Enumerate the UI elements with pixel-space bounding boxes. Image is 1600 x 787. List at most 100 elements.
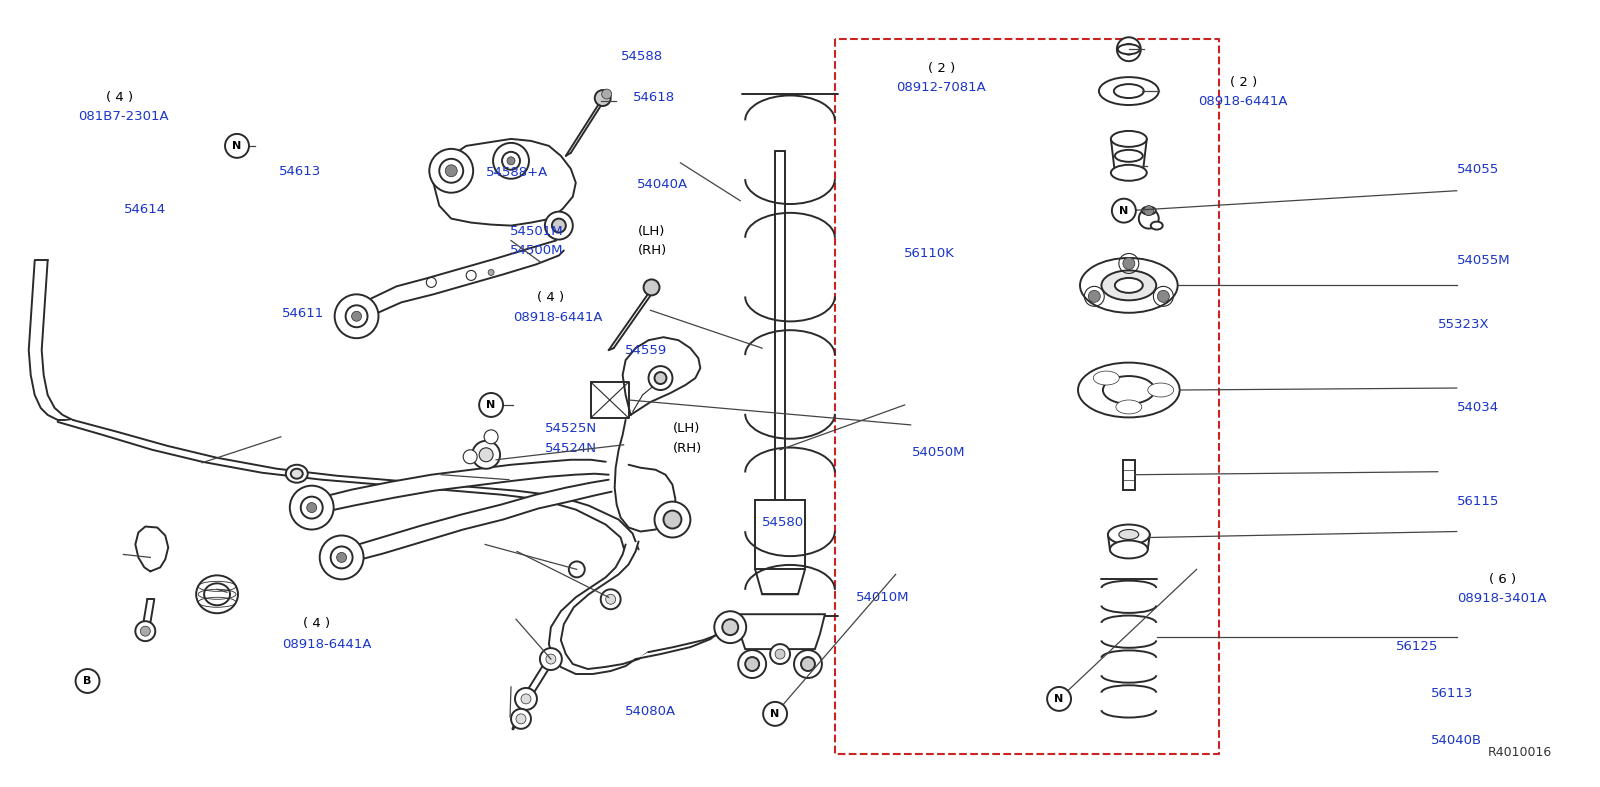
Text: 54055M: 54055M <box>1458 253 1510 267</box>
Circle shape <box>485 430 498 444</box>
Circle shape <box>502 152 520 170</box>
Polygon shape <box>736 614 826 649</box>
Text: 54614: 54614 <box>123 203 166 216</box>
Text: 08912-7081A: 08912-7081A <box>896 81 986 94</box>
Text: ( 4 ): ( 4 ) <box>538 291 565 305</box>
Polygon shape <box>549 541 648 674</box>
Circle shape <box>552 219 566 233</box>
Text: N: N <box>1120 205 1128 216</box>
Circle shape <box>141 626 150 636</box>
Circle shape <box>440 159 462 183</box>
Circle shape <box>307 503 317 512</box>
Text: 54613: 54613 <box>278 165 322 178</box>
Text: 54580: 54580 <box>762 516 803 530</box>
Circle shape <box>770 644 790 664</box>
Circle shape <box>802 657 814 671</box>
Ellipse shape <box>1102 376 1155 404</box>
Ellipse shape <box>1110 131 1147 147</box>
Text: 08918-3401A: 08918-3401A <box>1458 593 1547 605</box>
Polygon shape <box>342 480 611 564</box>
Text: 54040A: 54040A <box>637 179 688 191</box>
Circle shape <box>1088 290 1101 302</box>
Text: 54524N: 54524N <box>546 442 597 455</box>
Ellipse shape <box>1147 383 1174 397</box>
Ellipse shape <box>1107 525 1150 545</box>
Circle shape <box>522 694 531 704</box>
Text: 081B7-2301A: 081B7-2301A <box>78 110 168 124</box>
Text: 54034: 54034 <box>1458 401 1499 414</box>
Circle shape <box>429 149 474 193</box>
Text: N: N <box>1054 694 1064 704</box>
Ellipse shape <box>291 469 302 478</box>
Ellipse shape <box>197 575 238 613</box>
Ellipse shape <box>1115 400 1142 414</box>
Ellipse shape <box>1099 77 1158 105</box>
Circle shape <box>606 594 616 604</box>
Circle shape <box>546 212 573 239</box>
Circle shape <box>602 89 611 99</box>
Text: ( 2 ): ( 2 ) <box>1230 76 1258 89</box>
Circle shape <box>334 294 379 338</box>
Text: R4010016: R4010016 <box>1488 746 1552 759</box>
Text: 54040B: 54040B <box>1432 733 1483 747</box>
Circle shape <box>648 366 672 390</box>
Circle shape <box>462 450 477 464</box>
Text: 54500M: 54500M <box>510 244 563 257</box>
Text: ( 4 ): ( 4 ) <box>302 617 330 630</box>
Circle shape <box>595 90 611 106</box>
Circle shape <box>722 619 738 635</box>
Circle shape <box>515 688 538 710</box>
Circle shape <box>763 702 787 726</box>
Circle shape <box>346 305 368 327</box>
Circle shape <box>75 669 99 693</box>
Text: 54050M: 54050M <box>912 445 965 459</box>
Text: ( 4 ): ( 4 ) <box>107 91 133 104</box>
Text: N: N <box>232 141 242 151</box>
Circle shape <box>472 441 501 469</box>
Ellipse shape <box>1114 84 1144 98</box>
Circle shape <box>654 372 667 384</box>
Ellipse shape <box>1118 44 1139 54</box>
Circle shape <box>226 134 250 158</box>
Circle shape <box>1144 205 1154 216</box>
Ellipse shape <box>1110 164 1147 181</box>
Text: N: N <box>771 709 779 719</box>
Polygon shape <box>635 624 734 659</box>
Polygon shape <box>58 420 638 554</box>
Text: ( 6 ): ( 6 ) <box>1488 573 1515 586</box>
Circle shape <box>507 157 515 164</box>
Circle shape <box>546 654 555 664</box>
Ellipse shape <box>1080 258 1178 312</box>
Text: 54010M: 54010M <box>856 591 909 604</box>
Ellipse shape <box>1115 278 1142 293</box>
Text: 54501M: 54501M <box>510 224 563 238</box>
Ellipse shape <box>1101 271 1157 301</box>
Circle shape <box>600 589 621 609</box>
Circle shape <box>136 621 155 641</box>
Circle shape <box>794 650 822 678</box>
Text: 56110K: 56110K <box>904 247 955 260</box>
Text: (LH): (LH) <box>637 224 664 238</box>
Circle shape <box>1112 198 1136 223</box>
Ellipse shape <box>1110 541 1147 559</box>
Text: 54618: 54618 <box>632 91 675 104</box>
Text: 08918-6441A: 08918-6441A <box>282 638 371 651</box>
Ellipse shape <box>1150 222 1163 230</box>
Circle shape <box>445 164 458 177</box>
Text: 54525N: 54525N <box>546 423 597 435</box>
Text: 54611: 54611 <box>282 307 325 320</box>
Circle shape <box>1046 687 1070 711</box>
Text: N: N <box>486 400 496 410</box>
Text: 56115: 56115 <box>1458 495 1499 508</box>
Text: 54559: 54559 <box>624 344 667 357</box>
Circle shape <box>746 657 758 671</box>
Circle shape <box>1123 43 1134 55</box>
Circle shape <box>738 650 766 678</box>
Polygon shape <box>1123 460 1134 490</box>
Text: 08918-6441A: 08918-6441A <box>1198 95 1288 109</box>
Text: 54588: 54588 <box>621 50 664 63</box>
Circle shape <box>478 393 502 417</box>
Circle shape <box>654 501 690 538</box>
Text: (RH): (RH) <box>672 442 702 455</box>
Circle shape <box>1157 290 1170 302</box>
